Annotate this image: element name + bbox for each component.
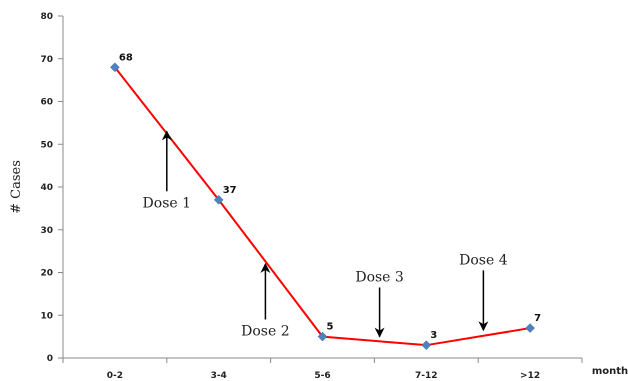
x-tick-label: 0-2 [107,371,123,381]
x-tick-label: 7-12 [415,371,438,381]
data-point [213,194,224,205]
y-tick-label: 60 [40,98,53,108]
x-tick-label: >12 [520,371,540,381]
axes [62,16,582,359]
y-tick-label: 10 [40,311,53,321]
data-point [110,62,120,73]
x-tick-label: 3-4 [211,371,227,381]
dose-annotations: Dose 1 Dose 2 Dose 3 Dose 4 [143,130,508,340]
data-label: 7 [534,313,541,324]
data-label: 3 [430,330,437,341]
y-tick-label: 20 [40,269,53,279]
data-points [110,62,535,351]
x-axis-ticks: 0-2 3-4 5-6 7-12 >12 [62,358,583,381]
data-point [421,340,432,351]
y-tick-label: 0 [47,354,53,364]
y-tick-label: 80 [40,12,53,22]
y-axis-label: # Cases [9,160,24,214]
data-point [317,331,328,342]
x-tick-label: 5-6 [314,371,330,381]
x-axis-label: month [592,366,628,377]
annotation-label: Dose 3 [355,269,403,285]
annotation-label: Dose 2 [241,324,289,340]
data-point [525,323,535,333]
annotation-label: Dose 1 [143,195,191,211]
data-label: 5 [327,322,334,333]
y-axis-ticks: 0 10 20 30 40 50 60 70 80 [40,12,63,364]
y-tick-label: 70 [40,55,53,65]
y-tick-label: 50 [40,140,53,150]
data-label: 68 [119,52,133,63]
y-tick-label: 30 [40,226,53,236]
y-tick-label: 40 [40,183,53,193]
annotation-label: Dose 4 [459,252,508,268]
data-label: 37 [223,185,237,196]
